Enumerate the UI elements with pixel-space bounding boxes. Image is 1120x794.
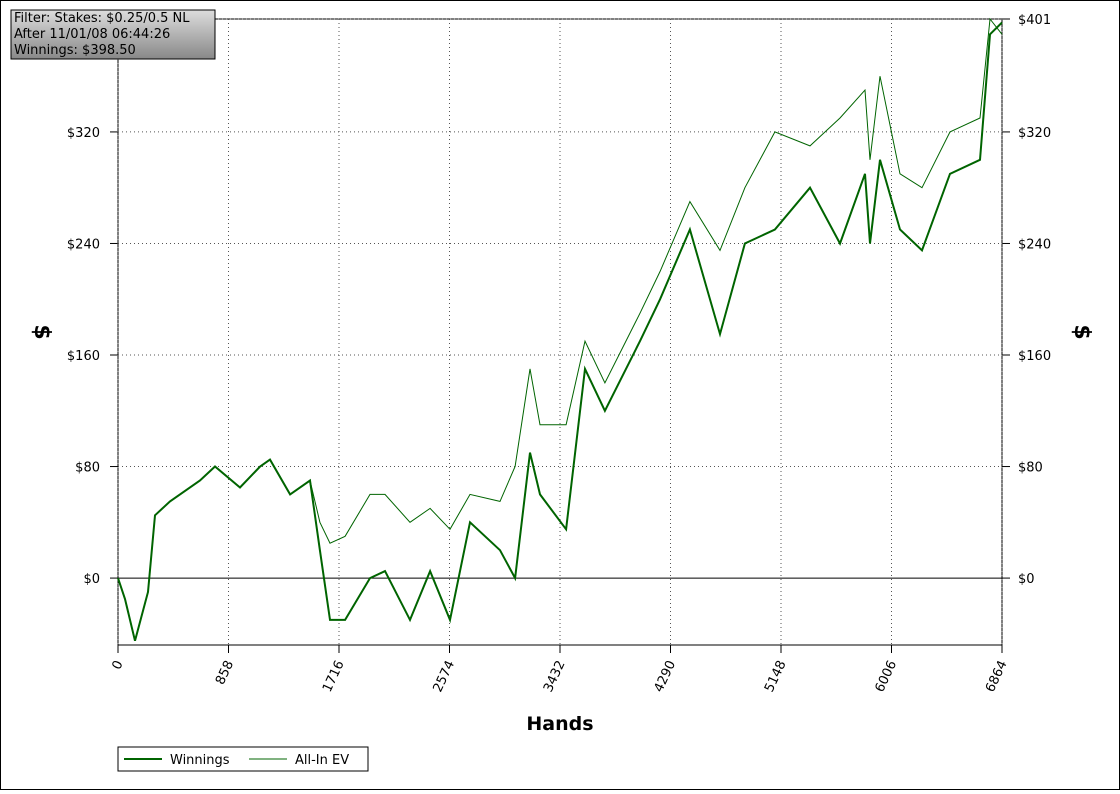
y-axis-label: $ xyxy=(29,324,54,339)
y2-tick-label: $160 xyxy=(1018,349,1051,364)
y-tick-label: $320 xyxy=(67,126,100,141)
y2-tick-label: $80 xyxy=(1018,461,1043,476)
legend-label: All-In EV xyxy=(295,753,349,768)
y2-axis-label: $ xyxy=(1069,324,1094,339)
x-axis-label: Hands xyxy=(526,713,593,735)
y2-tick-label: $0 xyxy=(1018,572,1035,587)
series-line xyxy=(117,17,1003,641)
legend-label: Winnings xyxy=(170,753,230,768)
info-text: Winnings: $398.50 xyxy=(14,43,136,58)
info-text: Filter: Stakes: $0.25/0.5 NL xyxy=(14,11,190,26)
y2-tick-label: $240 xyxy=(1018,237,1051,252)
y2-tick-label: $401 xyxy=(1018,13,1051,28)
info-box xyxy=(10,9,216,60)
y-tick-label: $160 xyxy=(67,349,100,364)
y-tick-label: $80 xyxy=(75,461,100,476)
info-text: After 11/01/08 06:44:26 xyxy=(14,27,170,42)
y-tick-label: $0 xyxy=(83,572,100,587)
y-tick-label: $240 xyxy=(67,237,100,252)
y2-tick-label: $320 xyxy=(1018,126,1051,141)
